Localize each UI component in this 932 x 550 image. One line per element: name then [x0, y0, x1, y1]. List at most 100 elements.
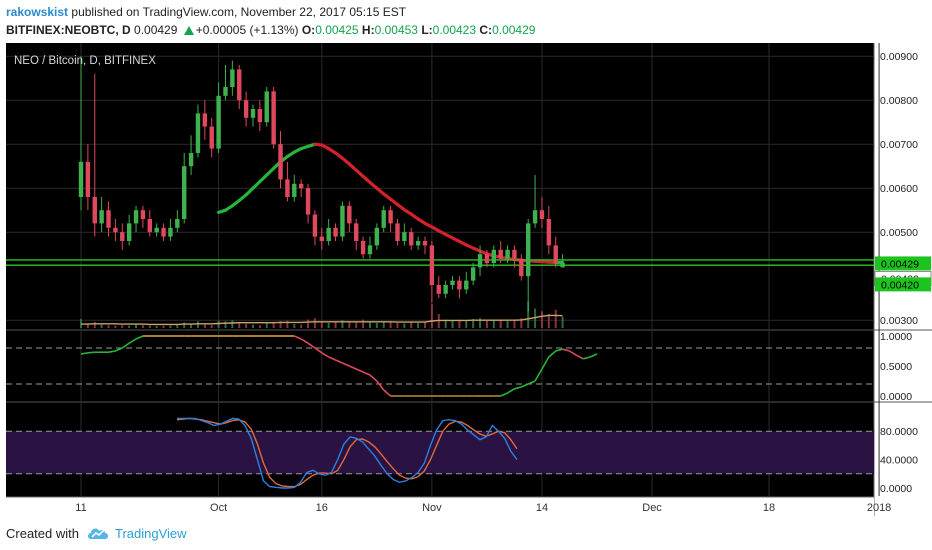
indicator1-line-segment — [128, 338, 137, 344]
indicator1-line-segment — [135, 335, 144, 340]
volume-bar — [527, 301, 530, 328]
volume-bar — [121, 325, 124, 328]
volume-bar — [424, 321, 426, 328]
candle-body — [161, 227, 166, 237]
tradingview-cloud-icon[interactable] — [86, 524, 110, 542]
candle-body — [99, 210, 104, 224]
candle-body — [450, 280, 455, 285]
volume-bar — [265, 322, 268, 328]
indicator1-tick-label: 1.0000 — [880, 331, 912, 343]
volume-bar — [245, 323, 248, 328]
volume-bar — [114, 325, 117, 328]
candle-body — [498, 249, 503, 259]
publication-header: rakowskist published on TradingView.com,… — [0, 0, 932, 42]
volume-bar — [382, 321, 385, 328]
candle-body — [477, 254, 483, 268]
indicator1-line-segment — [548, 350, 557, 358]
candle-body — [78, 161, 84, 197]
tradingview-brand[interactable]: TradingView — [115, 526, 187, 541]
volume-bar — [389, 322, 392, 328]
indicator1-line-segment — [300, 338, 309, 344]
high-value: 0.00453 — [374, 23, 418, 37]
close-value: 0.00429 — [492, 23, 536, 37]
candle-body — [505, 249, 510, 259]
price-tick-label: 0.00600 — [880, 183, 918, 195]
candle-body — [230, 69, 235, 87]
candle-body — [126, 223, 132, 241]
indicator1-line-segment — [293, 335, 302, 340]
candle-body — [512, 249, 517, 259]
symbol-label: BITFINEX:NEOBTC, D — [6, 23, 131, 37]
volume-bar — [327, 322, 330, 328]
price-tick-label: 0.00500 — [880, 227, 918, 239]
volume-bar — [513, 319, 516, 328]
volume-bar — [141, 325, 144, 328]
candle-body — [457, 280, 462, 290]
volume-bar — [499, 320, 502, 328]
volume-bar — [258, 325, 261, 328]
candle-body — [519, 258, 524, 277]
indicator1-tick-label: 0.0000 — [880, 391, 912, 403]
volume-bar — [203, 324, 206, 328]
candle-body — [223, 87, 228, 96]
indicator1-line-segment — [541, 356, 550, 370]
chart-canvas[interactable]: 11Oct16Nov14Dec182018150.009000.008000.0… — [0, 0, 932, 518]
indicator1-line-segment — [521, 383, 529, 388]
volume-bar — [293, 324, 296, 328]
candle-body — [168, 227, 173, 237]
volume-bar — [252, 324, 254, 328]
price-badge: 0.00429 — [875, 256, 931, 271]
candle-body — [436, 285, 441, 294]
candle-body — [243, 100, 249, 118]
candle-body — [188, 153, 194, 167]
candle-body — [464, 280, 469, 290]
candle-body — [395, 223, 400, 241]
volume-bar — [368, 322, 371, 328]
close-label: C: — [479, 23, 493, 37]
candle-body — [415, 241, 421, 246]
indicator1-line-segment — [349, 365, 357, 370]
volume-ma-line — [81, 314, 563, 326]
volume-bar — [561, 316, 564, 328]
candle-body — [264, 91, 269, 123]
candle-body — [526, 223, 531, 277]
candle-body — [429, 245, 435, 285]
volume-bar — [279, 321, 282, 328]
volume-bar — [224, 321, 227, 328]
volume-bar — [547, 314, 550, 328]
open-label: O: — [301, 23, 316, 37]
indicator1-line-segment — [583, 356, 591, 360]
candle-body — [237, 69, 242, 101]
volume-bar — [362, 319, 365, 328]
volume-bar — [417, 322, 420, 328]
candle-body — [381, 210, 386, 228]
indicator1-line-segment — [383, 389, 392, 397]
indicator1-line-segment — [569, 350, 577, 356]
volume-bar — [176, 324, 179, 328]
indicator1-line-segment — [575, 354, 584, 360]
candle-body — [292, 183, 297, 197]
indicator1-line-segment — [514, 386, 522, 390]
created-with-text: Created with — [6, 526, 79, 541]
candle-body — [560, 263, 565, 268]
volume-bar — [238, 322, 241, 328]
candle-body — [312, 214, 318, 237]
time-tick-label: Oct — [210, 502, 227, 514]
volume-bar — [355, 321, 358, 328]
author-name[interactable]: rakowskist — [6, 5, 69, 19]
candle-body — [402, 232, 407, 241]
candle-body — [354, 223, 359, 241]
volume-bar — [554, 309, 557, 328]
candle-body — [154, 227, 159, 233]
volume-bar — [162, 325, 165, 328]
candle-body — [92, 197, 97, 224]
time-tick-label: 11 — [75, 502, 86, 514]
candle-body — [147, 219, 152, 233]
price-badge-label: 0.00429 — [881, 258, 919, 270]
candle-body — [305, 188, 311, 215]
price-badge-label: 0.00420 — [881, 279, 919, 291]
volume-bar — [396, 322, 399, 328]
low-value: 0.00423 — [432, 23, 477, 37]
candle-body — [175, 219, 180, 228]
volume-bar — [100, 324, 103, 328]
